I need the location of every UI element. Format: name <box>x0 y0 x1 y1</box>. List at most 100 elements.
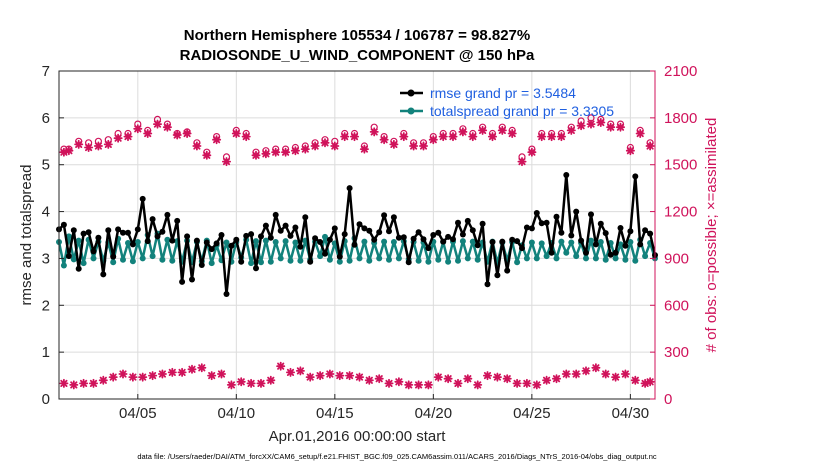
obs-assimilated-marker <box>241 132 251 142</box>
left-axis: 0 1 2 3 4 5 6 7 <box>42 63 64 408</box>
totalspread-point <box>292 239 299 246</box>
rmse-point <box>435 229 442 236</box>
totalspread-point <box>208 260 215 267</box>
totalspread-point <box>60 262 67 269</box>
totalspread-point <box>588 237 594 244</box>
y-axis-right-label: # of obs: o=possible; ×=assimilated <box>703 118 720 353</box>
rmse-point <box>346 185 353 192</box>
rmse-point <box>322 250 328 257</box>
y-right-tick-label: 300 <box>664 344 689 361</box>
rmse-point <box>208 246 215 253</box>
obs-assimilated-marker <box>409 141 419 151</box>
rmse-point <box>70 227 77 234</box>
obs-low-marker <box>79 378 89 388</box>
totalspread-point <box>262 237 269 244</box>
obs-low-marker <box>187 364 197 374</box>
rmse-point <box>612 249 619 256</box>
totalspread-point <box>336 258 343 265</box>
obs-assimilated-marker <box>221 157 232 167</box>
rmse-point <box>366 227 373 234</box>
totalspread-point <box>258 259 264 266</box>
obs-assimilated-marker <box>64 146 74 156</box>
rmse-point <box>583 249 589 256</box>
obs-assimilated-marker <box>438 132 448 142</box>
obs-low-marker <box>197 363 207 373</box>
obs-assimilated-marker <box>192 141 202 151</box>
obs-low-marker <box>335 371 345 381</box>
rmse-point <box>233 236 240 243</box>
obs-assimilated-marker <box>497 125 507 135</box>
obs-assimilated-marker <box>458 127 468 137</box>
rmse-point <box>597 220 604 227</box>
obs-assimilated-marker <box>527 147 537 157</box>
totalspread-point <box>617 241 624 248</box>
totalspread-point <box>110 259 117 266</box>
x-tick-label: 04/20 <box>415 405 453 422</box>
obs-assimilated-marker <box>251 150 261 160</box>
rmse-point <box>267 234 274 241</box>
totalspread-point <box>169 257 176 264</box>
obs-assimilated-marker <box>152 119 163 129</box>
rmse-point <box>198 262 205 268</box>
obs-assimilated-marker <box>468 132 478 142</box>
rmse-point <box>228 242 235 249</box>
totalspread-point <box>386 256 392 263</box>
rmse-point <box>356 221 363 228</box>
totalspread-point <box>538 240 545 247</box>
rmse-point <box>129 241 136 248</box>
totalspread-point <box>597 239 604 245</box>
obs-assimilated-marker <box>517 157 527 167</box>
obs-assimilated-marker <box>74 139 84 149</box>
obs-assimilated-marker <box>113 133 123 143</box>
rmse-point <box>381 212 388 219</box>
rmse-point <box>317 239 324 245</box>
totalspread-point <box>568 239 575 246</box>
rmse-point <box>445 233 452 240</box>
rmse-point <box>514 238 521 245</box>
rmse-point <box>248 231 255 238</box>
obs-assimilated-marker <box>418 141 429 151</box>
obs-assimilated-marker <box>271 147 281 157</box>
rmse-point <box>563 172 570 178</box>
obs-low-marker <box>404 380 414 390</box>
y-right-tick-label: 1500 <box>664 157 697 174</box>
rmse-point <box>484 281 491 288</box>
totalspread-point <box>533 255 540 262</box>
rmse-point <box>509 236 516 243</box>
obs-low-marker <box>414 380 424 390</box>
y-right-tick-label: 2100 <box>664 63 697 80</box>
obs-low-marker <box>148 371 158 381</box>
y-left-tick-label: 2 <box>42 297 50 314</box>
rmse-point <box>238 258 245 265</box>
y-left-tick-label: 3 <box>42 250 50 267</box>
chart-title-line2: RADIOSONDE_U_WIND_COMPONENT @ 150 hPa <box>180 47 535 64</box>
legend-rmse-label: rmse grand pr = 3.5484 <box>430 85 576 101</box>
rmse-point <box>336 253 343 260</box>
y-left-tick-label: 7 <box>42 63 50 80</box>
totalspread-point <box>70 256 77 263</box>
totalspread-point <box>642 253 649 260</box>
obs-low-marker <box>433 372 443 382</box>
rmse-point <box>351 241 358 248</box>
obs-low-marker <box>89 378 98 388</box>
rmse-point <box>602 230 609 237</box>
rmse-point <box>243 232 250 239</box>
rmse-point <box>415 229 422 236</box>
obs-assimilated-marker <box>349 132 360 142</box>
obs-low-marker <box>98 375 108 385</box>
obs-low-marker <box>276 361 286 371</box>
totalspread-point <box>445 258 452 265</box>
rmse-point <box>189 276 195 283</box>
rmse-point <box>262 222 269 229</box>
rmse-point <box>258 233 264 240</box>
totalspread-point <box>573 253 580 260</box>
obs-low-marker <box>246 378 256 388</box>
obs-low-marker <box>207 371 217 381</box>
obs-low-marker <box>138 372 148 382</box>
obs-low-marker <box>532 380 542 390</box>
legend-totalspread-marker <box>407 107 415 115</box>
y-axis-left-label: rmse and totalspread <box>18 165 35 306</box>
obs-assimilated-marker <box>379 135 389 145</box>
rmse-point <box>617 225 624 231</box>
y-left-tick-label: 0 <box>42 391 50 408</box>
